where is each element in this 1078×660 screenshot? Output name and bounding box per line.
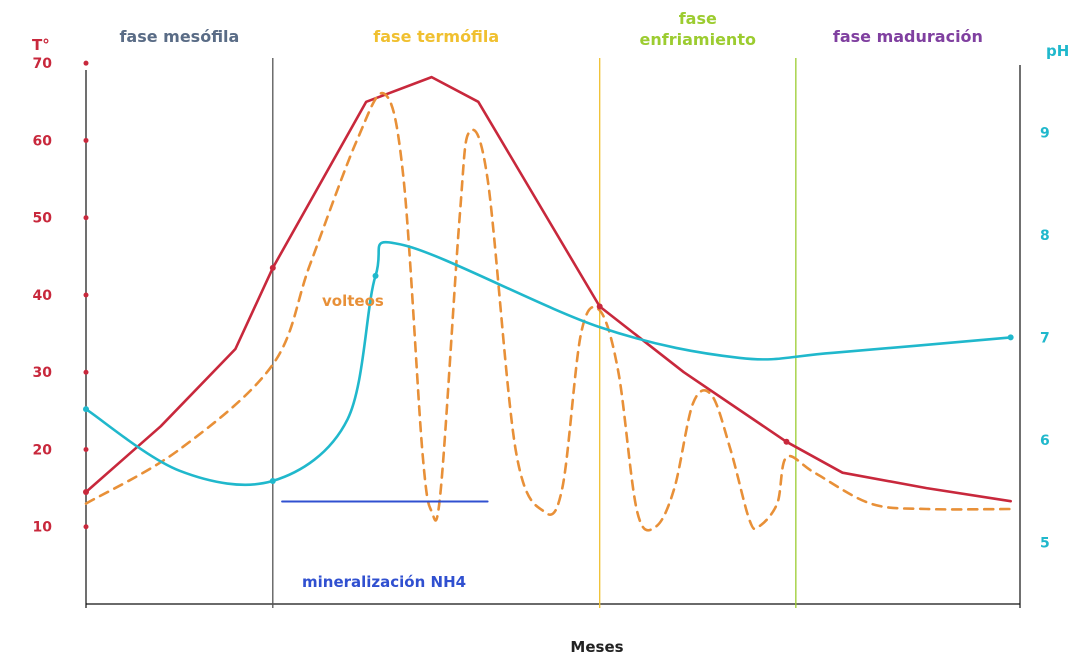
data-point-1	[83, 488, 89, 495]
data-point-2	[269, 264, 276, 271]
annotations: volteos mineralización NH4	[302, 292, 466, 591]
left-tick-label-60: 60	[33, 133, 53, 149]
right-tick-label-7: 7	[1040, 330, 1050, 346]
left-tick-mark-50	[83, 215, 89, 221]
data-point-5	[83, 406, 89, 413]
left-tick-label-40: 40	[33, 288, 53, 304]
left-tick-mark-30	[83, 369, 89, 375]
series-line-volteos	[84, 91, 1012, 532]
annotation-mineralizacion: mineralización NH4	[302, 573, 466, 591]
series-markers	[83, 264, 1014, 495]
phase-dividers	[272, 58, 797, 608]
annotation-volteos: volteos	[322, 292, 384, 310]
data-point-6	[269, 477, 276, 484]
y-left-title: T°	[32, 36, 50, 54]
left-y-ticks: 70 60 50 40 30 20 10	[33, 56, 89, 536]
series-line-temperatura	[84, 75, 1012, 503]
phase-labels: fase mesófila fase termófila fase enfriamie…	[119, 9, 982, 49]
left-tick-label-20: 20	[33, 442, 53, 458]
series-line-ph	[84, 240, 1012, 487]
left-tick-mark-20	[83, 446, 89, 452]
data-point-3	[596, 303, 603, 310]
right-tick-label-8: 8	[1040, 228, 1050, 244]
right-tick-label-5: 5	[1040, 535, 1050, 551]
right-y-ticks: 9 8 7 6 5	[1040, 125, 1050, 551]
phase-label-2: fase termófila	[373, 27, 499, 46]
phase-label-1: fase mesófila	[119, 27, 239, 46]
left-tick-mark-10	[83, 524, 89, 530]
series-lines	[84, 75, 1012, 532]
axes	[85, 65, 1021, 608]
left-tick-mark-40	[83, 292, 89, 298]
left-tick-label-30: 30	[33, 365, 53, 381]
right-tick-label-6: 6	[1040, 433, 1050, 449]
left-tick-mark-70	[83, 60, 89, 66]
phase-label-3: fase enfriamiento	[640, 9, 756, 49]
right-tick-label-9: 9	[1040, 125, 1050, 141]
data-point-8	[1007, 334, 1014, 341]
left-tick-label-10: 10	[33, 520, 53, 536]
left-tick-label-70: 70	[33, 56, 53, 72]
data-point-7	[372, 272, 379, 279]
data-point-4	[783, 438, 790, 445]
y-right-title: pH	[1046, 42, 1069, 60]
left-tick-mark-60	[83, 137, 89, 143]
x-axis-title: Meses	[570, 638, 623, 656]
phase-label-4: fase maduración	[833, 27, 983, 46]
left-tick-label-50: 50	[33, 211, 53, 227]
